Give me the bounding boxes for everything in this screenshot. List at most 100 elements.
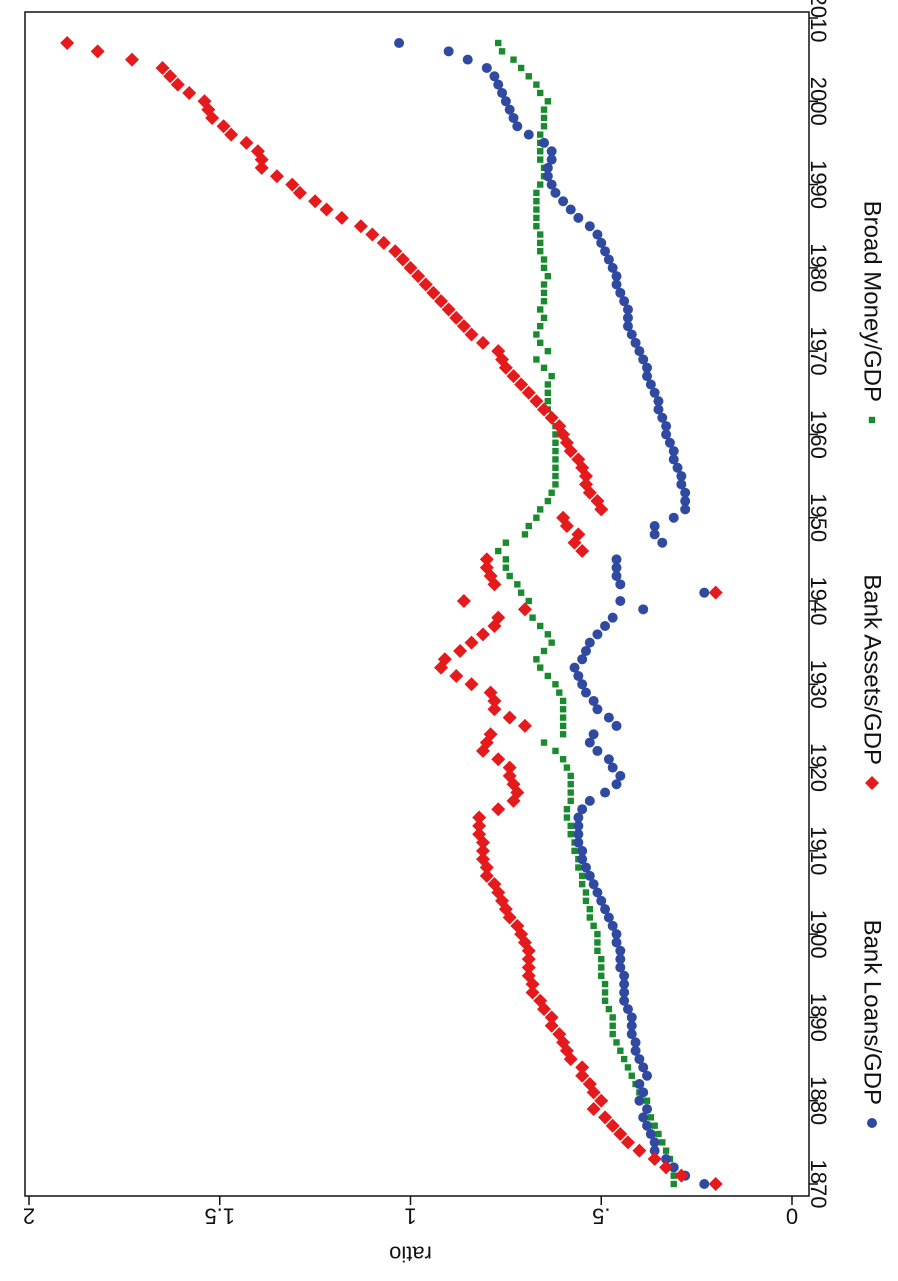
data-point bbox=[594, 1093, 609, 1108]
data-point bbox=[657, 537, 668, 548]
data-point bbox=[642, 362, 653, 373]
data-point bbox=[620, 1055, 628, 1063]
data-point bbox=[626, 1012, 637, 1023]
data-point bbox=[521, 960, 536, 975]
data-point bbox=[472, 810, 487, 825]
data-point bbox=[453, 643, 468, 658]
legend-entry: Bank Assets/GDP bbox=[859, 574, 886, 790]
data-point bbox=[239, 135, 254, 150]
data-point bbox=[571, 452, 586, 467]
data-point bbox=[567, 772, 574, 780]
data-point bbox=[540, 281, 548, 288]
data-point bbox=[680, 504, 691, 515]
data-point bbox=[544, 98, 552, 105]
data-point bbox=[598, 964, 605, 971]
data-point bbox=[491, 344, 506, 359]
data-point bbox=[563, 764, 571, 771]
data-point bbox=[540, 256, 548, 263]
data-point bbox=[619, 296, 630, 307]
data-point bbox=[540, 114, 548, 122]
axis-labels: 1870 1880 1890 1900 1910 1920 1930 1940 1950 1960… bbox=[23, 0, 831, 1267]
data-point bbox=[603, 712, 614, 723]
data-point bbox=[426, 285, 441, 300]
data-point bbox=[542, 171, 553, 182]
data-point bbox=[609, 1030, 616, 1038]
data-point bbox=[582, 897, 590, 905]
data-point bbox=[630, 337, 641, 348]
data-point bbox=[250, 144, 265, 159]
data-point bbox=[552, 747, 559, 755]
data-point bbox=[548, 639, 555, 646]
x-tick-label: 2010 bbox=[806, 0, 831, 42]
data-point bbox=[537, 181, 544, 188]
plot-frame bbox=[24, 11, 810, 1197]
data-point bbox=[537, 402, 552, 417]
data-point bbox=[517, 718, 532, 733]
data-point bbox=[552, 447, 559, 455]
data-point bbox=[376, 235, 391, 250]
data-point bbox=[544, 497, 552, 505]
data-point bbox=[573, 212, 584, 223]
data-point bbox=[540, 106, 548, 113]
data-point bbox=[605, 1005, 613, 1013]
data-point bbox=[588, 879, 599, 890]
data-point bbox=[588, 695, 599, 706]
data-point bbox=[642, 371, 653, 382]
data-point bbox=[622, 312, 633, 323]
data-point bbox=[540, 739, 548, 746]
data-point bbox=[567, 789, 574, 796]
data-point bbox=[125, 52, 140, 67]
data-point bbox=[586, 914, 594, 921]
data-point bbox=[699, 587, 710, 598]
data-point bbox=[571, 527, 586, 542]
data-point bbox=[592, 745, 603, 756]
data-point bbox=[475, 335, 490, 350]
data-point bbox=[552, 1027, 567, 1042]
data-point bbox=[533, 189, 540, 197]
data-point bbox=[502, 564, 510, 571]
data-point bbox=[502, 710, 517, 725]
data-point bbox=[598, 1110, 613, 1125]
data-point bbox=[537, 156, 544, 163]
data-point bbox=[552, 456, 559, 463]
data-point bbox=[544, 397, 552, 405]
data-point bbox=[495, 547, 502, 555]
data-point bbox=[552, 681, 559, 688]
data-point bbox=[573, 829, 584, 840]
data-point bbox=[472, 827, 487, 842]
y-tick-label: 1.5 bbox=[204, 1204, 235, 1229]
data-point bbox=[613, 1127, 628, 1142]
data-point bbox=[594, 930, 601, 938]
data-point bbox=[649, 1137, 660, 1148]
data-point bbox=[483, 685, 498, 700]
data-point bbox=[537, 664, 544, 671]
data-point bbox=[573, 837, 584, 848]
data-point bbox=[525, 522, 532, 530]
data-point bbox=[517, 602, 532, 617]
data-point bbox=[577, 679, 588, 690]
data-point bbox=[662, 1147, 670, 1154]
data-point bbox=[449, 668, 464, 683]
data-point bbox=[611, 937, 622, 948]
data-point bbox=[580, 645, 591, 656]
data-point bbox=[537, 239, 544, 247]
data-point bbox=[479, 868, 494, 883]
data-point bbox=[699, 1179, 710, 1189]
data-point bbox=[411, 269, 426, 284]
data-point bbox=[611, 779, 622, 790]
data-point bbox=[537, 248, 544, 255]
data-point bbox=[559, 722, 567, 730]
data-point bbox=[269, 169, 284, 184]
x-tick-label: 1950 bbox=[806, 493, 831, 542]
data-point bbox=[512, 121, 523, 132]
x-tick-label: 1970 bbox=[806, 327, 831, 376]
legend-label: Bank Loans/GDP bbox=[859, 920, 886, 1105]
data-point bbox=[638, 354, 649, 365]
data-point bbox=[514, 581, 521, 588]
data-point bbox=[649, 521, 660, 532]
data-point bbox=[491, 610, 506, 625]
data-point bbox=[575, 864, 582, 871]
data-point bbox=[611, 562, 622, 573]
data-point bbox=[540, 364, 548, 371]
data-point bbox=[680, 487, 691, 498]
